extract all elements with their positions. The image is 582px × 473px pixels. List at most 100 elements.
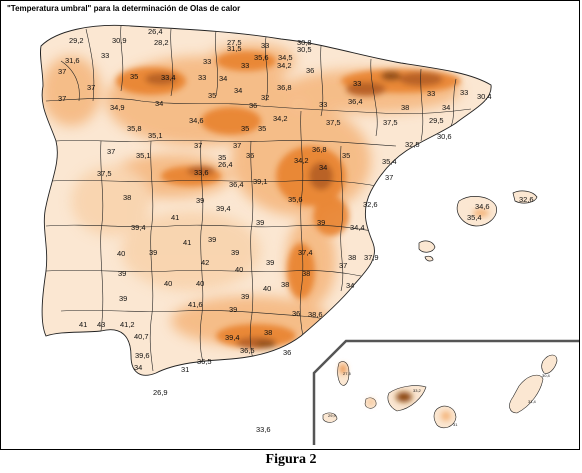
balearic-islands [418, 190, 538, 262]
value-label: 34,2 [294, 156, 309, 165]
value-label: 36,5 [197, 357, 212, 366]
value-label: 35,4 [382, 157, 397, 166]
value-label: 35 [218, 153, 226, 162]
value-label: 26,9 [153, 388, 168, 397]
value-label: 30,4 [477, 92, 492, 101]
threshold-values: 26,4 29,2 30,9 28,2 27,5 31,5 33 30,8 30… [58, 27, 534, 434]
value-label: 37,4 [298, 248, 313, 257]
value-label: 40 [117, 249, 125, 258]
value-label: 38 [123, 193, 131, 202]
ibiza-island [418, 240, 436, 253]
value-label: 35 [130, 72, 138, 81]
value-label: 33 [460, 88, 468, 97]
value-label: 37 [107, 147, 115, 156]
value-label: 34,4 [350, 223, 365, 232]
value-label: 32,5 [405, 140, 420, 149]
value-label: 37,5 [383, 118, 398, 127]
value-label: 29,5 [429, 116, 444, 125]
value-label: 41 [171, 213, 179, 222]
value-label: 34 [442, 103, 450, 112]
value-label: 40 [235, 265, 243, 274]
value-label: 34 [134, 363, 142, 372]
value-label: 38,6 [308, 310, 323, 319]
value-label: 35,1 [136, 151, 151, 160]
value-label: 33 [353, 79, 361, 88]
value-label: 36 [249, 101, 257, 110]
value-label: 33 [261, 41, 269, 50]
value-label: 34,2 [273, 114, 288, 123]
value-label: 39,1 [253, 177, 268, 186]
value-label: 39 [196, 196, 204, 205]
value-label: 32,6 [519, 195, 534, 204]
value-label: 37 [194, 141, 202, 150]
spain-threshold-map: 26,4 29,2 30,9 28,2 27,5 31,5 33 30,8 30… [40, 24, 579, 445]
map-title: "Temperatura umbral" para la determinaci… [7, 4, 241, 13]
value-label: 36,8 [277, 83, 292, 92]
value-label: 39 [119, 294, 127, 303]
value-label: 38 [401, 103, 409, 112]
value-label: 39,4 [216, 204, 231, 213]
value-label: 42 [201, 258, 209, 267]
value-label: 32,6 [363, 200, 378, 209]
value-label: 27,5 [227, 38, 242, 47]
canary-relief [340, 364, 451, 421]
value-label: 33 [101, 51, 109, 60]
value-label: 39 [229, 305, 237, 314]
value-label: 41 [183, 238, 191, 247]
value-label: 37,5 [97, 169, 112, 178]
value-label: 39 [317, 218, 325, 227]
relief-shading [41, 43, 461, 349]
fuerteventura-island [509, 374, 544, 414]
value-label: 30,9 [112, 36, 127, 45]
value-label: 39,4 [131, 223, 146, 232]
value-label: 39 [208, 235, 216, 244]
value-label: 39,6 [135, 351, 150, 360]
value-label: 34 [234, 86, 242, 95]
figure-caption: Figura 2 [265, 452, 317, 467]
value-label: 35 [208, 91, 216, 100]
el-hierro-island [322, 412, 338, 423]
value-label: 34 [346, 281, 354, 290]
value-label: 37 [385, 173, 393, 182]
value-label: 30,6 [437, 132, 452, 141]
value-label: 34 [155, 99, 163, 108]
value-label: 33,6 [256, 425, 271, 434]
value-label: 30,5 [297, 45, 312, 54]
value-label: 37,5 [326, 118, 341, 127]
value-label: 33 [198, 73, 206, 82]
value-label: 36 [306, 66, 314, 75]
value-label: 35,8 [127, 124, 142, 133]
value-label: 35,1 [148, 131, 163, 140]
value-label: 40 [196, 279, 204, 288]
value-label: 38 [348, 253, 356, 262]
value-label: 32 [261, 93, 269, 102]
value-label: 31,5 [227, 44, 242, 53]
canary-islands [322, 354, 558, 429]
value-label: 33 [319, 100, 327, 109]
value-label: 36,5 [240, 346, 255, 355]
value-label: 41,6 [188, 300, 203, 309]
value-label: 30,8 [297, 38, 312, 47]
value-label: 34 [319, 163, 327, 172]
value-label: 36 [283, 348, 291, 357]
value-label: 28,2 [154, 38, 169, 47]
value-label: 39 [266, 258, 274, 267]
value-label: 26,4 [218, 160, 233, 169]
value-label: 37 [233, 141, 241, 150]
canary-value-label: 30,4 [542, 373, 551, 378]
value-label: 35,6 [254, 53, 269, 62]
inset-border [312, 339, 579, 445]
canary-value-label: 29,9 [328, 413, 337, 418]
value-label: 38 [281, 280, 289, 289]
value-label: 36,8 [312, 145, 327, 154]
value-label: 34,5 [278, 53, 293, 62]
value-label: 35 [241, 124, 249, 133]
value-label: 38 [302, 269, 310, 278]
value-label: 39 [149, 248, 157, 257]
value-label: 37 [87, 83, 95, 92]
value-label: 35 [258, 124, 266, 133]
canary-value-label: 27,5 [343, 371, 352, 376]
value-label: 36 [246, 151, 254, 160]
value-label: 39,4 [225, 333, 240, 342]
value-label: 35,6 [288, 195, 303, 204]
